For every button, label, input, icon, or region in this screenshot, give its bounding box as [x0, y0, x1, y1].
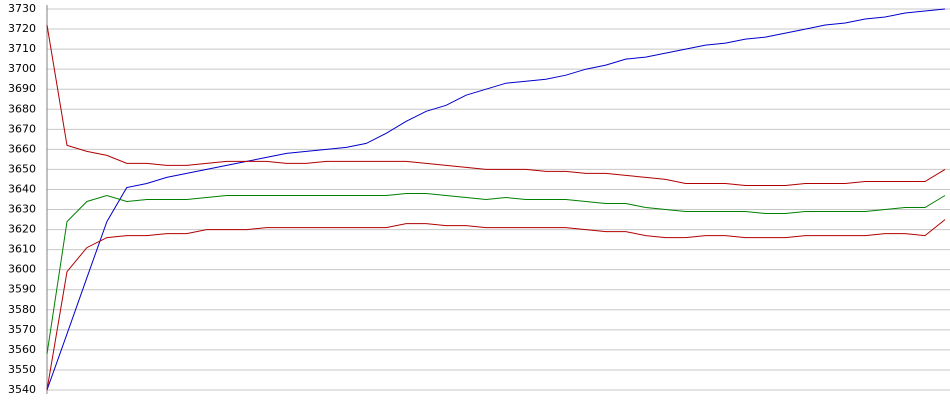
y-tick-label: 3540 [8, 383, 36, 396]
series-line [46, 24, 946, 186]
y-tick-label: 3620 [8, 223, 36, 236]
y-tick-label: 3630 [8, 203, 36, 216]
y-tick-label: 3590 [8, 283, 36, 296]
series-line [46, 8, 946, 391]
series-line [46, 193, 946, 354]
y-tick-label: 3550 [8, 363, 36, 376]
y-tick-label: 3670 [8, 122, 36, 135]
y-tick-label: 3650 [8, 162, 36, 175]
y-tick-label: 3660 [8, 142, 36, 155]
y-tick-label: 3610 [8, 243, 36, 256]
y-tick-label: 3720 [8, 22, 36, 35]
y-tick-label: 3690 [8, 82, 36, 95]
y-tick-label: 3730 [8, 2, 36, 15]
y-tick-label: 3710 [8, 42, 36, 55]
y-tick-label: 3680 [8, 102, 36, 115]
y-tick-label: 3560 [8, 343, 36, 356]
series-line [46, 219, 946, 391]
y-tick-label: 3700 [8, 62, 36, 75]
y-tick-label: 3640 [8, 182, 36, 195]
y-tick-label: 3570 [8, 323, 36, 336]
y-tick-label: 3600 [8, 263, 36, 276]
y-tick-label: 3580 [8, 303, 36, 316]
